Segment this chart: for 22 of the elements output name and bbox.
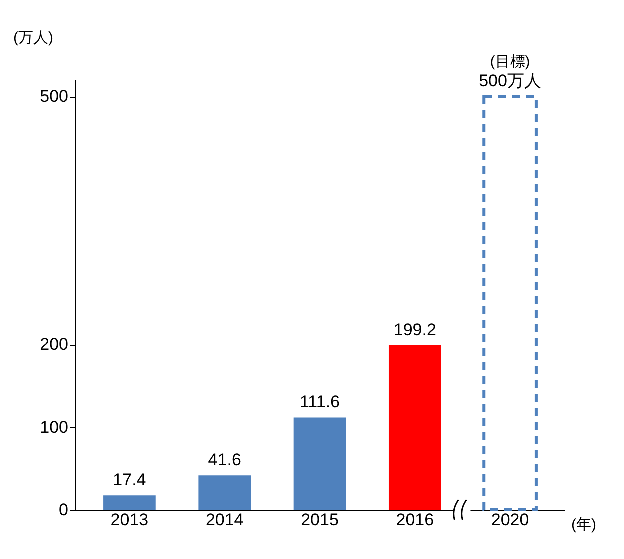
bar [482,95,538,512]
data-label: 111.6 [300,392,340,412]
bar [104,496,156,510]
x-tick-label: 2014 [206,510,244,530]
data-label: 41.6 [208,450,242,470]
x-tick-label: 2016 [396,510,434,530]
x-axis-title: (年) [572,516,596,534]
y-tick-label: 200 [40,335,68,354]
data-label: 500万人 [479,72,542,91]
y-tick-label: 500 [40,87,68,106]
y-tick-label: 0 [59,500,68,520]
x-tick-label: 2020 [491,510,530,530]
y-axis-title: (万人) [14,30,54,46]
x-tick-label: 2015 [301,510,339,530]
data-label: 17.4 [113,470,146,490]
x-tick-label: 2013 [110,510,149,530]
bar [294,418,346,510]
bar [388,345,442,510]
y-tick-label: 100 [40,418,68,437]
text: (目標) [490,54,530,71]
bar [198,476,252,510]
data-label: 199.2 [394,320,436,340]
